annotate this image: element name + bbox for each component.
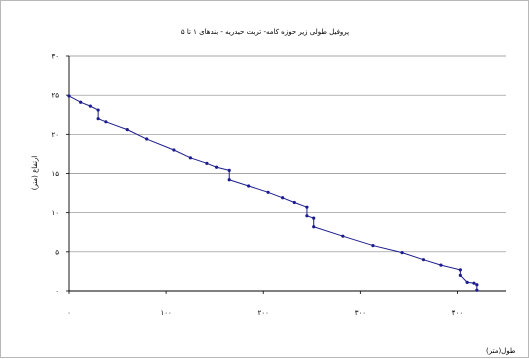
data-point bbox=[475, 288, 479, 292]
x-tick-label: ۱۰۰ bbox=[160, 309, 171, 317]
data-point bbox=[104, 120, 108, 124]
data-point bbox=[458, 273, 462, 277]
y-tick-label: ۳۰ bbox=[51, 53, 59, 61]
data-point bbox=[96, 108, 100, 112]
series-line bbox=[68, 95, 478, 291]
data-series bbox=[67, 94, 479, 292]
data-point bbox=[79, 100, 83, 104]
x-tick-label: ۰ bbox=[67, 309, 71, 317]
data-point bbox=[281, 196, 285, 200]
data-point bbox=[227, 168, 231, 172]
data-point bbox=[312, 216, 316, 220]
data-point bbox=[247, 184, 251, 188]
data-point bbox=[312, 225, 316, 229]
data-point bbox=[96, 117, 100, 121]
axes bbox=[66, 55, 506, 294]
chart-title: پروفیل طولی زیر حوزه کامه- تربت حیدریه -… bbox=[181, 28, 349, 36]
data-point bbox=[458, 268, 462, 272]
data-point bbox=[400, 251, 404, 255]
data-point bbox=[67, 94, 71, 98]
data-point bbox=[465, 280, 469, 284]
data-point bbox=[215, 165, 219, 169]
data-point bbox=[188, 156, 192, 160]
data-point bbox=[305, 214, 309, 218]
data-point bbox=[472, 281, 476, 285]
y-tick-label: ۰ bbox=[55, 288, 59, 296]
y-tick-label: ۱۰ bbox=[51, 209, 59, 217]
data-point bbox=[266, 190, 270, 194]
gridlines bbox=[69, 55, 506, 253]
data-point bbox=[145, 137, 149, 141]
y-tick-label: ۱۵ bbox=[51, 170, 59, 178]
y-axis-label: (ارتفاع (متر bbox=[31, 156, 39, 191]
x-axis-label: طول(متر) bbox=[486, 347, 516, 355]
data-point bbox=[439, 263, 443, 267]
x-tick-label: ۳۰۰ bbox=[355, 309, 366, 317]
data-point bbox=[125, 128, 129, 132]
data-point bbox=[371, 243, 375, 248]
y-tick-label: ۵ bbox=[55, 248, 59, 256]
data-point bbox=[227, 178, 231, 182]
y-tick-label: ۲۵ bbox=[51, 92, 59, 100]
data-point bbox=[172, 148, 176, 152]
x-tick-label: ۴۰۰ bbox=[452, 309, 463, 317]
data-point bbox=[88, 104, 92, 108]
data-point bbox=[341, 234, 345, 238]
data-point bbox=[292, 200, 296, 205]
data-point bbox=[421, 258, 426, 262]
data-point bbox=[475, 283, 479, 287]
x-tick-label: ۲۰۰ bbox=[258, 309, 269, 317]
data-point bbox=[305, 205, 309, 209]
y-tick-label: ۲۰ bbox=[51, 131, 59, 139]
data-point bbox=[205, 161, 209, 165]
